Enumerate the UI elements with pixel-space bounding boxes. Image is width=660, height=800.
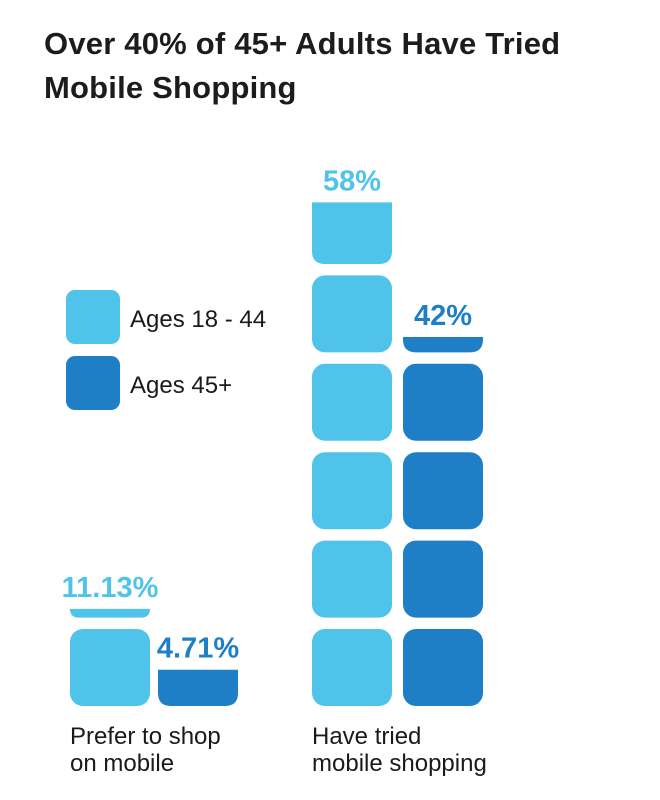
legend-swatch-ages-18-44: [66, 290, 120, 344]
value-label-prefer-mobile-ages-18-44: 11.13%: [62, 572, 159, 604]
category-label-prefer-mobile-line-1: Prefer to shop: [70, 723, 221, 750]
bar-block-tried-mobile-ages-45-plus: [403, 540, 483, 618]
legend-label-ages-18-44: Ages 18 - 44: [130, 306, 266, 333]
value-label-prefer-mobile-ages-45-plus: 4.71%: [157, 633, 239, 665]
bar-partial-tried-mobile-ages-45-plus: [403, 337, 483, 353]
bar-partial-prefer-mobile-ages-18-44: [70, 608, 150, 618]
value-label-tried-mobile-ages-18-44: 58%: [323, 165, 381, 197]
category-label-prefer-mobile-line-2: on mobile: [70, 750, 174, 777]
bar-block-tried-mobile-ages-45-plus: [403, 629, 483, 706]
bar-block-tried-mobile-ages-45-plus: [403, 452, 483, 530]
bar-block-prefer-mobile-ages-18-44: [70, 629, 150, 706]
category-label-tried-mobile-line-1: Have tried: [312, 723, 421, 750]
bar-block-tried-mobile-ages-18-44: [312, 452, 392, 530]
bar-partial-tried-mobile-ages-18-44: [312, 202, 392, 264]
bar-block-tried-mobile-ages-18-44: [312, 629, 392, 706]
bar-block-tried-mobile-ages-45-plus: [403, 363, 483, 441]
bar-block-tried-mobile-ages-18-44: [312, 275, 392, 353]
chart-title-line-2: Mobile Shopping: [44, 70, 297, 105]
chart-title: Over 40% of 45+ Adults Have Tried Mobile…: [44, 22, 604, 110]
legend-swatch-ages-45-plus: [66, 356, 120, 410]
chart-title-line-1: Over 40% of 45+ Adults Have Tried: [44, 26, 561, 61]
value-label-tried-mobile-ages-45-plus: 42%: [414, 300, 472, 332]
category-label-tried-mobile-line-2: mobile shopping: [312, 750, 487, 777]
bar-block-tried-mobile-ages-18-44: [312, 540, 392, 618]
bar-block-tried-mobile-ages-18-44: [312, 363, 392, 441]
legend-label-ages-45-plus: Ages 45+: [130, 372, 232, 399]
bar-partial-prefer-mobile-ages-45-plus: [158, 669, 238, 706]
